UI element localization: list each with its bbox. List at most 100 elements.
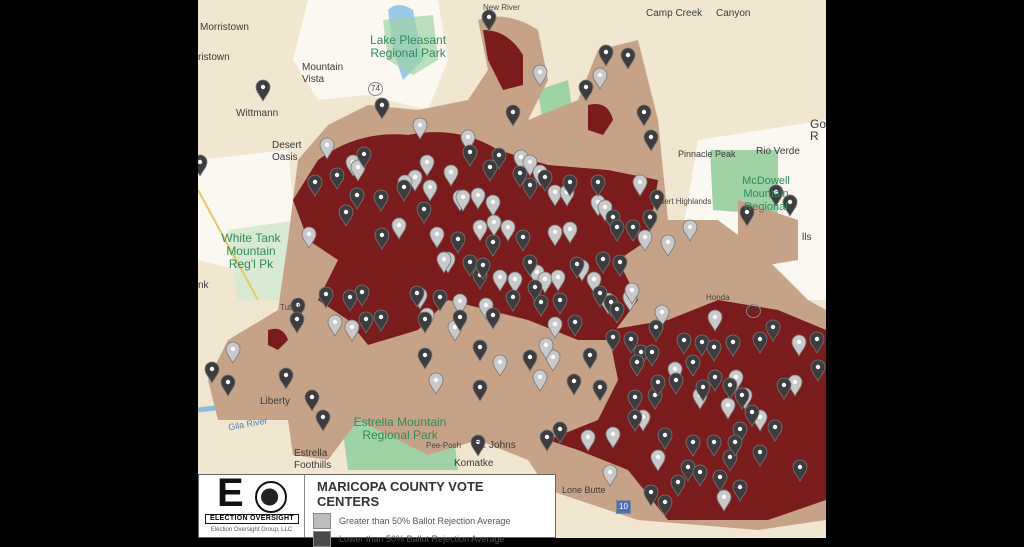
vote-center-pin-light[interactable] [538,337,554,360]
vote-center-pin-dark[interactable] [462,144,478,167]
vote-center-pin-dark[interactable] [315,409,331,432]
vote-center-pin-dark[interactable] [595,251,611,274]
vote-center-pin-dark[interactable] [567,314,583,337]
vote-center-pin-light[interactable] [682,219,698,242]
vote-center-pin-dark[interactable] [722,449,738,472]
vote-center-pin-light[interactable] [545,349,561,372]
vote-center-pin-light[interactable] [650,449,666,472]
vote-center-pin-dark[interactable] [373,189,389,212]
vote-center-pin-dark[interactable] [657,427,673,450]
vote-center-pin-dark[interactable] [475,257,491,280]
vote-center-pin-light[interactable] [225,341,241,364]
vote-center-pin-light[interactable] [547,224,563,247]
vote-center-pin-dark[interactable] [432,289,448,312]
vote-center-pin-light[interactable] [586,271,602,294]
vote-center-pin-dark[interactable] [650,374,666,397]
vote-center-pin-dark[interactable] [569,256,585,279]
map[interactable]: New River Camp Creek Canyon Morristown r… [198,0,826,538]
vote-center-pin-dark[interactable] [342,289,358,312]
vote-center-pin-dark[interactable] [482,159,498,182]
vote-center-pin-dark[interactable] [776,377,792,400]
vote-center-pin-dark[interactable] [620,47,636,70]
vote-center-pin-light[interactable] [492,354,508,377]
vote-center-pin-dark[interactable] [592,379,608,402]
vote-center-pin-dark[interactable] [649,189,665,212]
vote-center-pin-dark[interactable] [278,367,294,390]
vote-center-pin-dark[interactable] [329,167,345,190]
vote-center-pin-dark[interactable] [648,319,664,342]
vote-center-pin-dark[interactable] [527,279,543,302]
vote-center-pin-dark[interactable] [450,231,466,254]
vote-center-pin-dark[interactable] [562,174,578,197]
vote-center-pin-light[interactable] [436,251,452,274]
vote-center-pin-light[interactable] [301,226,317,249]
vote-center-pin-dark[interactable] [417,311,433,334]
vote-center-pin-light[interactable] [637,229,653,252]
vote-center-pin-light[interactable] [500,219,516,242]
vote-center-pin-light[interactable] [602,464,618,487]
vote-center-pin-dark[interactable] [642,209,658,232]
vote-center-pin-dark[interactable] [452,309,468,332]
vote-center-pin-dark[interactable] [727,434,743,457]
vote-center-pin-dark[interactable] [533,294,549,317]
vote-center-pin-dark[interactable] [767,419,783,442]
vote-center-pin-dark[interactable] [505,104,521,127]
vote-center-pin-dark[interactable] [636,104,652,127]
vote-center-pin-light[interactable] [550,269,566,292]
vote-center-pin-light[interactable] [632,174,648,197]
vote-center-pin-dark[interactable] [768,184,784,207]
vote-center-pin-light[interactable] [422,179,438,202]
vote-center-pin-dark[interactable] [537,169,553,192]
vote-center-pin-light[interactable] [624,282,640,305]
vote-center-pin-light[interactable] [720,397,736,420]
vote-center-pin-dark[interactable] [685,354,701,377]
vote-center-pin-light[interactable] [319,137,335,160]
vote-center-pin-light[interactable] [470,187,486,210]
vote-center-pin-dark[interactable] [644,344,660,367]
vote-center-pin-dark[interactable] [472,379,488,402]
vote-center-pin-dark[interactable] [578,79,594,102]
vote-center-pin-light[interactable] [443,164,459,187]
vote-center-pin-dark[interactable] [722,377,738,400]
vote-center-pin-dark[interactable] [692,464,708,487]
vote-center-pin-dark[interactable] [752,331,768,354]
vote-center-pin-light[interactable] [592,67,608,90]
vote-center-pin-dark[interactable] [304,389,320,412]
vote-center-pin-dark[interactable] [734,387,750,410]
vote-center-pin-light[interactable] [412,117,428,140]
vote-center-pin-dark[interactable] [627,409,643,432]
vote-center-pin-dark[interactable] [522,349,538,372]
vote-center-pin-dark[interactable] [605,329,621,352]
vote-center-pin-dark[interactable] [522,254,538,277]
vote-center-pin-dark[interactable] [409,285,425,308]
vote-center-pin-light[interactable] [707,309,723,332]
vote-center-pin-dark[interactable] [582,347,598,370]
vote-center-pin-dark[interactable] [695,379,711,402]
vote-center-pin-dark[interactable] [744,404,760,427]
vote-center-pin-dark[interactable] [373,309,389,332]
vote-center-pin-light[interactable] [716,489,732,512]
vote-center-pin-light[interactable] [429,226,445,249]
vote-center-pin-dark[interactable] [792,459,808,482]
vote-center-pin-dark[interactable] [623,331,639,354]
vote-center-pin-dark[interactable] [356,146,372,169]
vote-center-pin-light[interactable] [660,234,676,257]
vote-center-pin-dark[interactable] [396,179,412,202]
vote-center-pin-dark[interactable] [765,319,781,342]
vote-center-pin-light[interactable] [547,316,563,339]
vote-center-pin-light[interactable] [452,293,468,316]
vote-center-pin-dark[interactable] [289,311,305,334]
vote-center-pin-light[interactable] [327,314,343,337]
vote-center-pin-dark[interactable] [255,79,271,102]
vote-center-pin-dark[interactable] [712,469,728,492]
vote-center-pin-dark[interactable] [485,307,501,330]
vote-center-pin-light[interactable] [455,189,471,212]
vote-center-pin-dark[interactable] [472,339,488,362]
vote-center-pin-dark[interactable] [358,311,374,334]
vote-center-pin-dark[interactable] [725,334,741,357]
vote-center-pin-light[interactable] [532,369,548,392]
vote-center-pin-dark[interactable] [643,129,659,152]
vote-center-pin-dark[interactable] [706,434,722,457]
vote-center-pin-dark[interactable] [633,344,649,367]
vote-center-pin-dark[interactable] [629,354,645,377]
